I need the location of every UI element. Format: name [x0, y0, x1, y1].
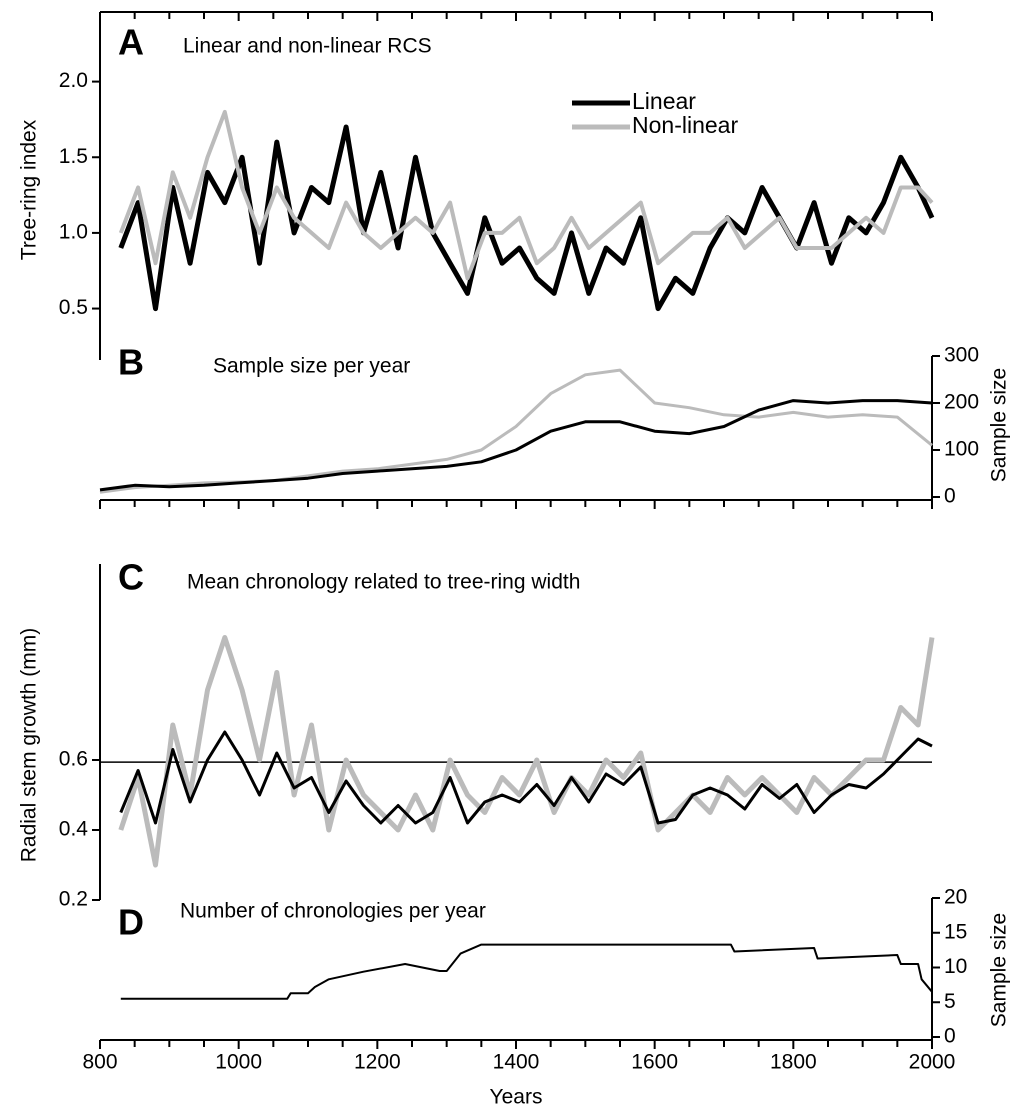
- x-tick-label: 1800: [770, 1051, 817, 1074]
- y-tick-label: 200: [944, 391, 979, 414]
- series-line: [99, 368, 933, 494]
- y-tick-label: 0.4: [59, 818, 89, 841]
- y-tick-label: 5: [944, 990, 956, 1013]
- y-tick-label: 300: [944, 344, 979, 367]
- series-line: [119, 730, 933, 825]
- y-axis-label: Radial stem growth (mm): [18, 628, 41, 863]
- y-tick-label: 100: [944, 438, 979, 461]
- x-tick-label: 2000: [909, 1051, 956, 1074]
- legend-label: Non-linear: [632, 112, 738, 138]
- x-axis-label: Years: [490, 1086, 543, 1109]
- panel-letter: C: [118, 557, 144, 598]
- panel-letter: B: [118, 342, 144, 383]
- y-tick-label: 0.5: [59, 296, 88, 319]
- panel-title: Linear and non-linear RCS: [183, 35, 432, 58]
- panel-letter: A: [118, 22, 144, 63]
- y-tick-label: 2.0: [59, 69, 88, 92]
- x-tick-label: 800: [82, 1051, 117, 1074]
- x-tick-label: 1200: [354, 1051, 401, 1074]
- x-tick-label: 1400: [493, 1051, 540, 1074]
- series-line: [99, 399, 933, 492]
- panel-title: Mean chronology related to tree-ring wid…: [187, 571, 580, 594]
- series-line: [118, 124, 935, 312]
- y-tick-label: 0.6: [59, 748, 88, 771]
- series-line: [118, 635, 935, 868]
- x-tick-label: 1600: [631, 1051, 678, 1074]
- series-line: [120, 943, 933, 1000]
- panel-letter: D: [118, 902, 144, 943]
- y-tick-label: 1.0: [59, 220, 88, 243]
- y2-axis-label: Sample size: [988, 368, 1011, 482]
- legend-label: Linear: [632, 88, 696, 114]
- x-tick-label: 1000: [215, 1051, 262, 1074]
- y-tick-label: 1.5: [59, 145, 88, 168]
- y-tick-label: 0: [944, 485, 956, 508]
- y-tick-label: 15: [944, 920, 967, 943]
- y-tick-label: 0.2: [59, 888, 88, 911]
- panel-title: Number of chronologies per year: [180, 900, 486, 923]
- y-tick-label: 10: [944, 955, 967, 978]
- series-line: [118, 109, 934, 281]
- panel-title: Sample size per year: [213, 355, 410, 378]
- y-tick-label: 0: [944, 1025, 956, 1048]
- y-tick-label: 20: [944, 886, 967, 909]
- y2-axis-label: Sample size: [988, 913, 1011, 1027]
- y-axis-label: Tree-ring index: [18, 119, 41, 260]
